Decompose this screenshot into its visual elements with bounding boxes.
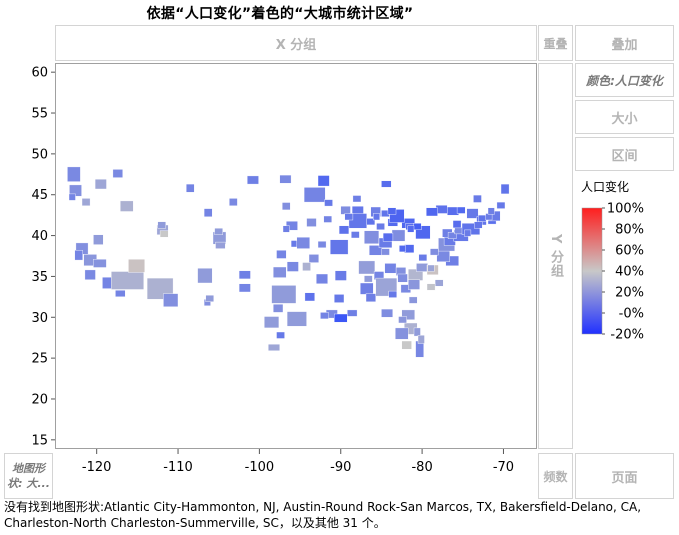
legend-label: -20% [610,328,644,343]
legend-label: -0% [619,307,644,322]
x-group-zone[interactable]: X 分组 [55,25,537,61]
page-label: 页面 [611,470,638,486]
y-tick-label: 15 [31,433,48,448]
legend-label: 20% [615,286,644,301]
color-zone[interactable]: 颜色:人口变化 [575,63,674,97]
legend-label: 40% [615,265,644,280]
legend-label: 100% [607,202,644,217]
stack-zone[interactable]: 叠加 [575,25,674,61]
interval-label: 区间 [611,148,638,164]
y-tick-label: 35 [31,270,48,285]
missing-shapes-note: 没有找到地图形状:Atlantic City-Hammonton, NJ, Au… [4,499,664,531]
y-tick-label: 55 [31,107,48,122]
y-group-label: Y 分组 [548,234,563,278]
y-tick-label: 30 [31,311,48,326]
x-tick-label: -120 [82,460,112,475]
legend-label: 60% [615,244,644,259]
page-zone[interactable]: 页面 [575,453,674,499]
map-shape-label: 地图形状: 大... [7,462,50,490]
x-group-label: X 分组 [275,37,317,53]
y-tick-label: 50 [31,147,48,162]
x-tick-label: -100 [245,460,275,475]
overlay-zone[interactable]: 重叠 [538,25,573,61]
x-tick-label: -90 [330,460,351,475]
stack-label: 叠加 [611,37,638,53]
legend-title: 人口变化 [581,180,630,194]
color-label: 颜色:人口变化 [586,73,663,88]
missing-shapes-line-1: 没有找到地图形状:Atlantic City-Hammonton, NJ, Au… [4,500,642,514]
y-tick-label: 60 [31,66,48,81]
legend-color-bar [581,207,603,335]
x-tick-label: -70 [493,460,514,475]
map-plot-frame [55,63,537,449]
size-label: 大小 [611,111,638,127]
interval-zone[interactable]: 区间 [575,137,674,171]
missing-shapes-line-2: Charleston-North Charleston-Summerville,… [4,516,386,530]
map-shape-zone[interactable]: 地图形状: 大... [4,453,53,499]
chart-title: 依据“人口变化”着色的“大城市统计区域” [146,6,414,22]
x-tick-label: -110 [163,460,193,475]
y-tick-label: 25 [31,352,48,367]
legend-label: 80% [615,223,644,238]
legend-labels: 100% 80% 60% 40% 20% -0% -20% [602,202,644,343]
y-axis: 15 20 25 30 35 40 45 50 55 60 [31,66,55,448]
size-zone[interactable]: 大小 [575,100,674,134]
y-tick-label: 20 [31,392,48,407]
overlay-label: 重叠 [543,36,568,51]
y-tick-label: 40 [31,229,48,244]
frequency-zone[interactable]: 频数 [538,453,573,499]
y-tick-label: 45 [31,188,48,203]
x-tick-label: -80 [411,460,432,475]
x-axis: -120 -110 -100 -90 -80 -70 [82,449,514,475]
frequency-label: 频数 [543,469,568,484]
y-group-zone[interactable]: Y 分组 [538,63,573,449]
